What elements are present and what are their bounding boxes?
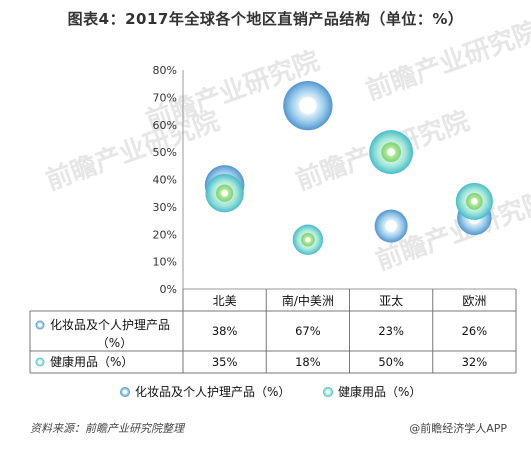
- y-tick-label: 0%: [160, 283, 177, 296]
- table-cell: 50%: [378, 355, 404, 369]
- bubble: [455, 182, 493, 220]
- bubble: [283, 80, 333, 131]
- table-cell: 38%: [212, 324, 238, 338]
- bubble-center: [471, 198, 478, 205]
- table-cell: 18%: [295, 355, 321, 369]
- table-cell: 32%: [462, 355, 488, 369]
- chart-title: 图表4：2017年全球各个地区直销产品结构（单位：%）: [67, 10, 464, 28]
- source-note: 资料来源：前瞻产业研究院整理: [30, 422, 184, 435]
- bubble-layer: [204, 80, 493, 255]
- bubble: [369, 130, 414, 175]
- y-tick-label: 70%: [153, 91, 177, 104]
- y-tick-label: 20%: [153, 228, 177, 241]
- y-tick-label: 10%: [153, 256, 177, 269]
- table-cell: 26%: [462, 324, 488, 338]
- y-tick-label: 30%: [153, 201, 177, 214]
- legend-marker-core: [123, 390, 127, 394]
- bubble: [374, 209, 408, 243]
- category-label: 亚太: [379, 293, 403, 308]
- legend: 化妆品及个人护理产品（%） 健康用品（%）: [120, 384, 421, 399]
- y-tick-label: 80%: [153, 64, 177, 77]
- bubble-center: [221, 189, 229, 197]
- bubble-center: [387, 148, 396, 157]
- legend-label: 健康用品（%）: [338, 384, 421, 399]
- brand-credit: @前瞻经济学人APP: [409, 422, 507, 435]
- legend-label: 化妆品及个人护理产品（%）: [135, 385, 290, 399]
- series-row-header: 化妆品及个人护理产品: [50, 318, 170, 332]
- series-row-header: 健康用品（%）: [50, 354, 133, 369]
- legend-item: 健康用品（%）: [323, 384, 421, 399]
- y-tick-label: 50%: [153, 146, 177, 159]
- table-cell: 35%: [212, 355, 238, 369]
- table-cell: 23%: [378, 324, 404, 338]
- category-label: 北美: [213, 294, 237, 308]
- bubble-core: [385, 220, 397, 232]
- y-tick-label: 40%: [153, 174, 177, 187]
- watermark-layer: 前瞻产业研究院前瞻产业研究院前瞻产业研究院前瞻产业研究院前瞻产业研究院: [42, 15, 531, 276]
- bubble: [292, 224, 324, 255]
- bubble-center: [305, 236, 311, 243]
- bubble-core: [299, 96, 317, 115]
- legend-marker-core: [326, 390, 330, 394]
- category-label: 南/中美洲: [282, 293, 334, 308]
- category-label: 欧洲: [462, 294, 486, 308]
- row-marker: [35, 320, 45, 330]
- marker-core: [38, 323, 42, 327]
- legend-item: 化妆品及个人护理产品（%）: [120, 385, 290, 399]
- row-marker: [35, 357, 45, 367]
- marker-core: [38, 360, 42, 364]
- y-tick-label: 60%: [153, 119, 177, 132]
- series-row-header-line2: （%）: [97, 336, 132, 350]
- bubble: [205, 173, 244, 213]
- watermark-text: 前瞻产业研究院: [362, 15, 531, 106]
- table-cell: 67%: [295, 324, 321, 338]
